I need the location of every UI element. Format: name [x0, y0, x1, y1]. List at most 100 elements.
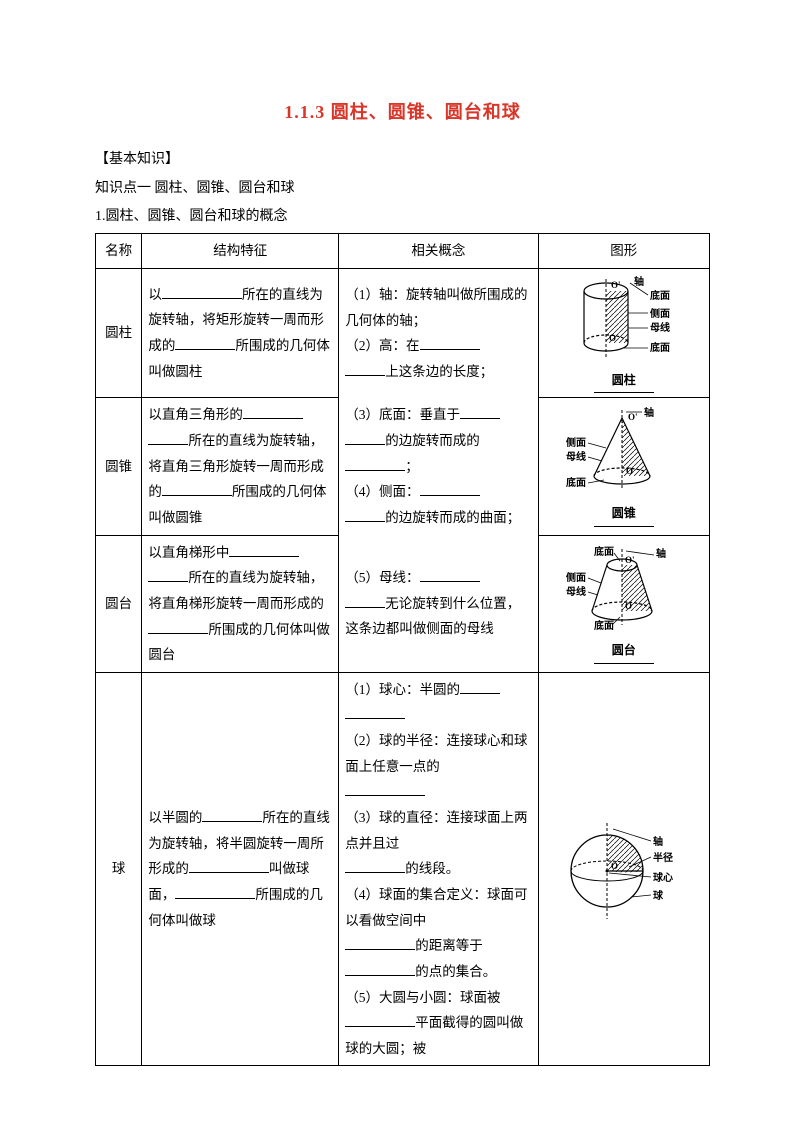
fig-cone: O O' 轴 侧面 母线 底面 圆锥: [538, 398, 709, 535]
bl: [148, 432, 188, 446]
rel-top: （1）轴：旋转轴叫做所围成的几何体的轴； （2）高：在 上这条边的长度；: [339, 268, 538, 398]
n-frus: 圆台: [96, 535, 142, 672]
t: ；: [405, 459, 419, 474]
t: （3）底面：垂直于: [345, 407, 460, 422]
rel-bot: （5）母线： 无论旋转到什么位置，这条边都叫做侧面的母线: [339, 535, 538, 672]
t: 以直角梯形中: [148, 545, 229, 560]
bl: [202, 809, 262, 823]
bl: [345, 937, 415, 951]
t: 以半圆的: [148, 810, 202, 825]
t: （5）母线：: [345, 570, 419, 585]
l: 侧面: [566, 436, 586, 449]
lbl: 圆柱: [594, 369, 654, 394]
l: 侧面: [566, 571, 586, 584]
t: 的线段。: [405, 861, 459, 876]
cone-icon: O O' 轴 侧面 母线 底面: [564, 406, 684, 500]
concept-table-real: 名称 结构特征 相关概念 图形 圆柱 以所在的直线为旋转轴，将矩形旋转一周而形成…: [95, 233, 710, 1066]
n-cyl: 圆柱: [96, 268, 142, 398]
l: 母线: [566, 585, 586, 598]
bl: [229, 860, 269, 874]
t: （4）侧面：: [345, 484, 419, 499]
f-cyl: 以所在的直线为旋转轴，将矩形旋转一周而形成的所围成的几何体叫做圆柱: [142, 268, 339, 398]
bl: [345, 508, 385, 522]
l: 底面: [650, 289, 670, 302]
t: 的点的集合。: [415, 964, 496, 979]
l: 半径: [653, 851, 673, 864]
bl: [215, 885, 255, 899]
bl: [175, 885, 215, 899]
lbl: 圆台: [594, 639, 654, 664]
l: O: [611, 861, 618, 871]
l: 母线: [566, 450, 586, 463]
row-sphere: 球 以半圆的所在的直线为旋转轴，将半圆旋转一周所形成的叫做球面，所围成的几何体叫…: [96, 672, 710, 1066]
bl: [420, 483, 480, 497]
f-frus: 以直角梯形中所在的直线为旋转轴，将直角梯形旋转一周而形成的所围成的几何体叫做圆台: [142, 535, 339, 672]
bl: [460, 406, 500, 420]
l: O: [609, 333, 616, 343]
t: （1）球心：半圆的: [345, 682, 460, 697]
row-cyl: 圆柱 以所在的直线为旋转轴，将矩形旋转一周而形成的所围成的几何体叫做圆柱 （1）…: [96, 268, 710, 398]
heading-sub: 1.圆柱、圆锥、圆台和球的概念: [95, 204, 710, 231]
l: O: [626, 466, 633, 476]
t: （2）球的半径：连接球心和球面上任意一点的: [345, 733, 527, 774]
l: 底面: [594, 545, 614, 558]
page-title: 1.1.3 圆柱、圆锥、圆台和球: [95, 95, 710, 129]
h1: 名称: [96, 233, 142, 268]
l: 球心: [653, 871, 673, 884]
t: 的边旋转而成的: [385, 433, 480, 448]
heading-point: 知识点一 圆柱、圆锥、圆台和球: [95, 176, 710, 203]
l: 底面: [650, 341, 670, 354]
l: 母线: [650, 321, 670, 334]
h2: 结构特征: [142, 233, 339, 268]
l: 轴: [653, 835, 663, 848]
bl: [345, 706, 405, 720]
n-cone: 圆锥: [96, 398, 142, 535]
n-sph: 球: [96, 672, 142, 1066]
l: 球: [653, 889, 664, 902]
t: （4）球面的集合定义：球面可以看做空间中: [345, 887, 527, 928]
bl: [148, 569, 188, 583]
bl: [345, 362, 385, 376]
bl: [420, 337, 480, 351]
l: O: [625, 601, 632, 611]
bl: [189, 860, 229, 874]
l: O': [628, 412, 638, 422]
row-frus: 圆台 以直角梯形中所在的直线为旋转轴，将直角梯形旋转一周而形成的所围成的几何体叫…: [96, 535, 710, 672]
l: O': [625, 555, 635, 565]
bl: [148, 620, 208, 634]
fig-cyl: O' O 轴 底面 侧面 母线 底面 圆柱: [538, 268, 709, 398]
bl: [345, 962, 415, 976]
t: （1）轴：旋转轴叫做所围成的几何体的轴；: [345, 287, 527, 328]
bl: [345, 457, 405, 471]
frustum-icon: O' O 底面 轴 侧面 母线 底面: [564, 543, 684, 637]
t: 上这条边的长度；: [385, 364, 493, 379]
bl: [345, 783, 425, 797]
bl: [162, 483, 232, 497]
t: （5）大圆与小圆：球面被: [345, 990, 500, 1005]
l: 底面: [594, 619, 614, 632]
bl: [420, 569, 480, 583]
heading-basic: 【基本知识】: [95, 147, 710, 174]
l: 轴: [644, 406, 654, 419]
l: 底面: [566, 476, 586, 489]
sphere-icon: O 轴 半径 球心 球: [559, 809, 689, 929]
l: 侧面: [650, 307, 670, 320]
bl: [345, 594, 385, 608]
t: 以直角三角形的: [148, 407, 243, 422]
rel-mid: （3）底面：垂直于 的边旋转而成的 ； （4）侧面： 的边旋转而成的曲面；: [339, 398, 538, 535]
f-sph: 以半圆的所在的直线为旋转轴，将半圆旋转一周所形成的叫做球面，所围成的几何体叫做球: [142, 672, 339, 1066]
bl: [460, 680, 500, 694]
l: 轴: [634, 275, 644, 288]
lbl: 圆锥: [594, 502, 654, 527]
rel-sph: （1）球心：半圆的 （2）球的半径：连接球心和球面上任意一点的 （3）球的直径：…: [339, 672, 538, 1066]
t: （3）球的直径：连接球面上两点并且过: [345, 810, 527, 851]
t: 的距离等于: [415, 938, 483, 953]
h3: 相关概念: [339, 233, 538, 268]
t: 的边旋转而成的曲面；: [385, 510, 520, 525]
bl: [345, 860, 405, 874]
fig-frus: O' O 底面 轴 侧面 母线 底面 圆台: [538, 535, 709, 672]
cylinder-icon: O' O 轴 底面 侧面 母线 底面: [564, 273, 684, 367]
bl: [175, 337, 235, 351]
l: O': [611, 280, 621, 290]
t: 以: [148, 287, 162, 302]
